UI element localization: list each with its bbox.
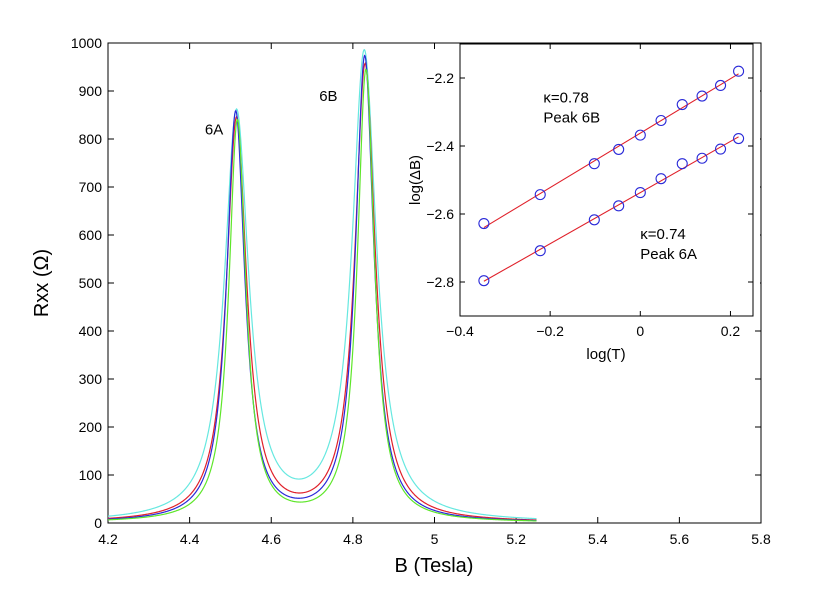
inset-y-axis-title: log(ΔB)	[407, 155, 424, 205]
y-tick-label: 600	[79, 227, 103, 243]
inset-x-axis-title: log(T)	[586, 346, 625, 363]
data-point-peak-6b	[714, 79, 727, 92]
x-tick-label: 5	[431, 531, 439, 547]
inset-y-tick-label: −2.4	[426, 138, 454, 154]
peak-6b-label: 6B	[319, 88, 337, 105]
data-point-peak-6b	[588, 158, 600, 170]
series-cyan-line	[107, 49, 537, 520]
kappa-6a-label: κ=0.74	[640, 226, 685, 243]
x-axis-title: B (Tesla)	[395, 555, 474, 577]
data-point-peak-6b	[733, 65, 745, 77]
x-tick-label: 5.4	[588, 531, 608, 547]
data-point-peak-6a	[655, 173, 667, 185]
fit-line-peak-6b	[483, 73, 739, 229]
inset-x-tick-label: −0.4	[446, 323, 474, 339]
data-point-peak-6b	[478, 217, 490, 230]
inset-y-tick-label: −2.6	[426, 206, 454, 222]
data-point-peak-6b	[634, 129, 646, 141]
data-point-peak-6a	[714, 143, 727, 155]
inset-plot: −0.4 −0.2 0 0.2 −2.8 −2.6 −2.4 −2.2 log(T) log(…	[407, 43, 760, 363]
y-tick-label: 400	[79, 323, 103, 339]
peak-6b-inset-label: Peak 6B	[543, 109, 600, 126]
data-point-peak-6b	[655, 114, 667, 127]
series-blue-line	[107, 54, 537, 522]
inset-x-tick-label: 0	[636, 323, 644, 339]
inset-points	[478, 65, 745, 287]
data-point-peak-6a	[478, 275, 490, 287]
main-curves	[107, 49, 537, 522]
peak-6a-label: 6A	[205, 121, 223, 138]
y-tick-label: 1000	[71, 35, 102, 51]
y-tick-label: 0	[94, 515, 102, 531]
y-tick-label: 900	[79, 83, 103, 99]
x-tick-label: 4.8	[343, 531, 363, 547]
x-tick-label: 4.4	[180, 531, 200, 547]
inset-y-tick-label: −2.2	[426, 70, 454, 86]
series-red-line	[107, 62, 537, 521]
x-tick-label: 4.6	[262, 531, 282, 547]
data-point-peak-6a	[733, 132, 745, 145]
data-point-peak-6a	[676, 158, 688, 170]
inset-ticks	[459, 44, 753, 316]
inset-y-tick-label: −2.8	[426, 274, 454, 290]
peak-6a-inset-label: Peak 6A	[640, 246, 697, 263]
data-point-peak-6a	[534, 245, 546, 257]
main-tick-labels: 4.2 4.4 4.6 4.8 5 5.2 5.4 5.6 5.8 0 100 200 300 400 50…	[71, 35, 771, 547]
data-point-peak-6b	[696, 90, 708, 102]
data-point-peak-6a	[634, 187, 646, 199]
data-point-peak-6b	[676, 98, 688, 111]
y-tick-label: 100	[79, 467, 103, 483]
x-tick-label: 4.2	[98, 531, 118, 547]
inset-x-tick-label: 0.2	[721, 323, 741, 339]
data-point-peak-6a	[696, 152, 708, 164]
inset-background	[460, 44, 760, 320]
y-tick-label: 300	[79, 371, 103, 387]
x-tick-label: 5.8	[751, 531, 771, 547]
inset-tick-labels: −0.4 −0.2 0 0.2 −2.8 −2.6 −2.4 −2.2	[426, 70, 740, 339]
series-green-line	[107, 68, 537, 522]
inset-plot-frame	[459, 43, 754, 317]
kappa-6b-label: κ=0.78	[543, 89, 588, 106]
data-point-peak-6b	[613, 143, 625, 155]
inset-x-tick-label: −0.2	[536, 323, 564, 339]
x-tick-label: 5.6	[670, 531, 690, 547]
y-tick-label: 200	[79, 419, 103, 435]
inset-fit-lines	[483, 73, 739, 282]
y-tick-label: 500	[79, 275, 103, 291]
fit-line-peak-6a	[483, 136, 739, 282]
data-point-peak-6a	[588, 214, 600, 226]
y-tick-label: 700	[79, 179, 103, 195]
data-point-peak-6b	[534, 189, 546, 201]
y-axis-title: Rxx (Ω)	[31, 249, 53, 317]
main-plot: 4.2 4.4 4.6 4.8 5 5.2 5.4 5.6 5.8 0 100 200 300 400 50…	[31, 35, 771, 577]
y-tick-label: 800	[79, 131, 103, 147]
x-tick-label: 5.2	[506, 531, 526, 547]
data-point-peak-6a	[613, 200, 625, 212]
